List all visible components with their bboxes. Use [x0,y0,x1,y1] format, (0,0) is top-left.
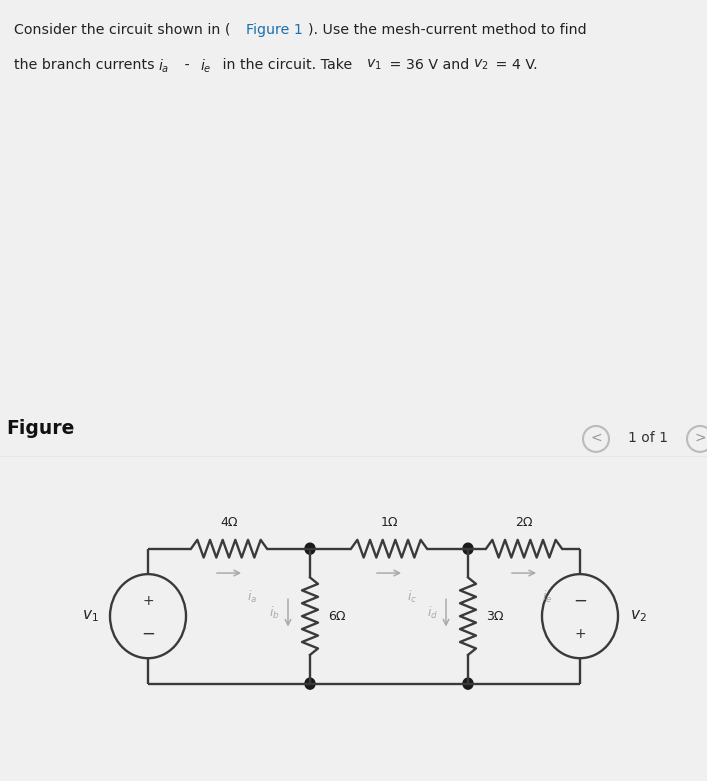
Circle shape [463,543,473,555]
Text: Figure: Figure [6,419,74,438]
Circle shape [305,678,315,689]
Text: $i_e$: $i_e$ [200,58,211,75]
Text: −: − [573,592,587,610]
Text: 1Ω: 1Ω [380,515,398,529]
Text: -: - [180,58,194,72]
Text: 2Ω: 2Ω [515,515,533,529]
Text: $i_a$: $i_a$ [158,58,170,75]
Text: Figure 1: Figure 1 [246,23,303,37]
Text: −: − [141,625,155,643]
Text: 3Ω: 3Ω [486,610,503,622]
Text: in the circuit. Take: in the circuit. Take [218,58,357,72]
Text: 1 of 1: 1 of 1 [628,431,668,445]
Text: $v_1$: $v_1$ [81,608,98,624]
Text: the branch currents: the branch currents [14,58,159,72]
Text: $i_a$: $i_a$ [247,589,257,604]
Text: $i_b$: $i_b$ [269,604,280,621]
Text: Consider the circuit shown in (: Consider the circuit shown in ( [14,23,230,37]
Text: >: > [694,431,706,445]
Text: $v_2$: $v_2$ [473,58,489,72]
Text: = 4 V.: = 4 V. [491,58,537,72]
Text: +: + [574,627,586,641]
Text: 6Ω: 6Ω [328,610,346,622]
Text: $v_2$: $v_2$ [630,608,646,624]
Text: $i_c$: $i_c$ [407,589,417,604]
Text: $i_e$: $i_e$ [542,589,552,604]
Text: +: + [142,594,154,608]
Circle shape [463,678,473,689]
Text: $i_d$: $i_d$ [427,604,438,621]
Text: 4Ω: 4Ω [221,515,238,529]
Text: ). Use the mesh-current method to find: ). Use the mesh-current method to find [308,23,587,37]
Text: $v_1$: $v_1$ [366,58,382,72]
Circle shape [305,543,315,555]
Text: <: < [590,431,602,445]
Text: = 36 V and: = 36 V and [385,58,474,72]
